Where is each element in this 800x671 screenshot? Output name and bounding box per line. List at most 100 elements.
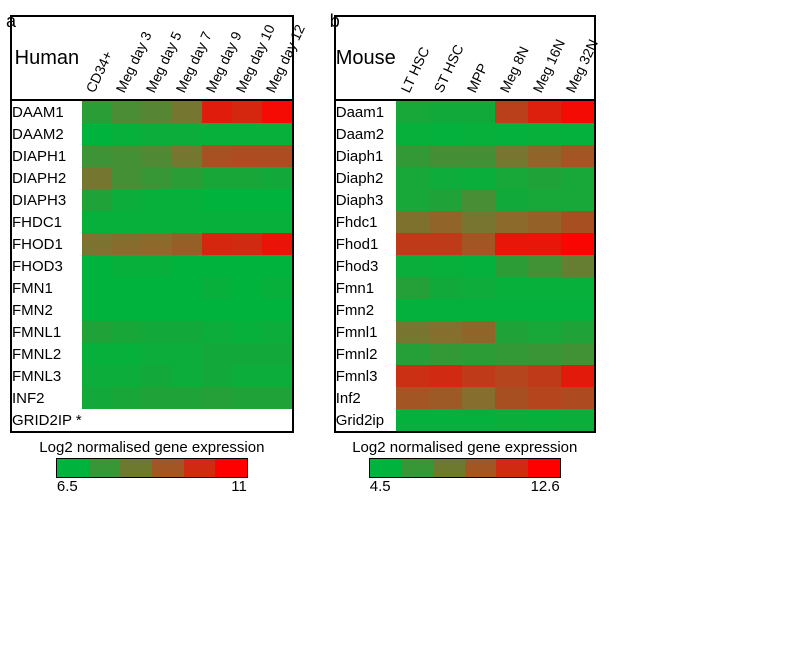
gene-label: Fhdc1: [335, 211, 396, 233]
heat-cell: [462, 211, 495, 233]
table-row: FMN1: [11, 277, 293, 299]
heat-cell: [462, 100, 495, 123]
gene-label: Inf2: [335, 387, 396, 409]
heat-cell: [462, 145, 495, 167]
heat-cell: [232, 277, 262, 299]
heat-cell: [112, 299, 142, 321]
colorbar-step: [496, 459, 528, 477]
heat-cell: [142, 321, 172, 343]
column-header: Meg day 10: [232, 16, 262, 100]
column-header-label: Meg day 12: [262, 22, 307, 95]
heat-cell: [112, 365, 142, 387]
heat-cell: [429, 167, 462, 189]
gene-label: Diaph1: [335, 145, 396, 167]
column-header: Meg day 7: [172, 16, 202, 100]
heat-cell: [172, 145, 202, 167]
colorbar-a-max: 11: [231, 478, 247, 495]
gene-label: Fhod3: [335, 255, 396, 277]
heat-cell: [495, 277, 528, 299]
heat-cell: [112, 409, 142, 432]
colorbar-b-min: 4.5: [370, 478, 391, 495]
heat-cell: [262, 145, 293, 167]
column-header: CD34+: [82, 16, 112, 100]
heat-cell: [528, 387, 561, 409]
heat-cell: [561, 409, 595, 432]
colorbar-b-label: Log2 normalised gene expression: [334, 439, 596, 456]
heat-cell: [561, 123, 595, 145]
panel-a-letter: a: [6, 11, 16, 32]
heat-cell: [462, 255, 495, 277]
heat-cell: [112, 321, 142, 343]
species-label: Human: [11, 16, 82, 100]
table-row: FMN2: [11, 299, 293, 321]
heat-cell: [172, 343, 202, 365]
heat-cell: [202, 167, 232, 189]
gene-label: Diaph2: [335, 167, 396, 189]
colorbar-step: [465, 459, 497, 477]
heat-cell: [172, 211, 202, 233]
table-row: FHDC1: [11, 211, 293, 233]
heat-cell: [172, 299, 202, 321]
heat-cell: [495, 145, 528, 167]
heat-cell: [528, 211, 561, 233]
heat-cell: [202, 277, 232, 299]
heat-cell: [232, 189, 262, 211]
heat-cell: [172, 255, 202, 277]
heat-cell: [262, 321, 293, 343]
heat-cell: [495, 189, 528, 211]
heat-cell: [462, 365, 495, 387]
heat-cell: [142, 123, 172, 145]
heat-cell: [528, 277, 561, 299]
heat-cell: [561, 211, 595, 233]
heat-cell: [142, 167, 172, 189]
heat-cell: [262, 167, 293, 189]
heat-cell: [528, 123, 561, 145]
column-header-label: MPP: [464, 61, 491, 95]
table-row: DAAM2: [11, 123, 293, 145]
heat-cell: [82, 233, 112, 255]
heat-cell: [112, 167, 142, 189]
table-row: GRID2IP *: [11, 409, 293, 432]
heat-cell: [396, 100, 429, 123]
table-row: Diaph3: [335, 189, 595, 211]
heat-cell: [429, 189, 462, 211]
table-row: FHOD3: [11, 255, 293, 277]
heat-cell: [462, 299, 495, 321]
heat-cell: [396, 123, 429, 145]
heat-cell: [82, 365, 112, 387]
heat-cell: [202, 145, 232, 167]
heat-cell: [232, 409, 262, 432]
heat-cell: [82, 387, 112, 409]
species-label: Mouse: [335, 16, 396, 100]
heat-cell: [429, 211, 462, 233]
table-row: Diaph2: [335, 167, 595, 189]
heat-cell: [528, 255, 561, 277]
table-row: Fhod1: [335, 233, 595, 255]
heat-cell: [561, 321, 595, 343]
colorbar-step: [528, 459, 560, 477]
colorbar-step: [152, 459, 184, 477]
heat-cell: [462, 409, 495, 432]
table-row: Fmn2: [335, 299, 595, 321]
heat-cell: [495, 387, 528, 409]
gene-label: DAAM1: [11, 100, 82, 123]
gene-label: FMN1: [11, 277, 82, 299]
heat-cell: [429, 277, 462, 299]
heat-cell: [202, 255, 232, 277]
heat-cell: [561, 277, 595, 299]
colorbar-a-label: Log2 normalised gene expression: [10, 439, 294, 456]
heat-cell: [82, 321, 112, 343]
heat-cell: [262, 100, 293, 123]
column-header: Meg day 9: [202, 16, 232, 100]
heat-cell: [142, 387, 172, 409]
heat-cell: [82, 167, 112, 189]
gene-label: DIAPH3: [11, 189, 82, 211]
heat-cell: [82, 145, 112, 167]
heat-cell: [112, 123, 142, 145]
heat-cell: [142, 277, 172, 299]
column-header: ST HSC: [429, 16, 462, 100]
gene-label: DIAPH2: [11, 167, 82, 189]
heat-cell: [396, 387, 429, 409]
colorbar-step: [184, 459, 216, 477]
gene-label: FHDC1: [11, 211, 82, 233]
